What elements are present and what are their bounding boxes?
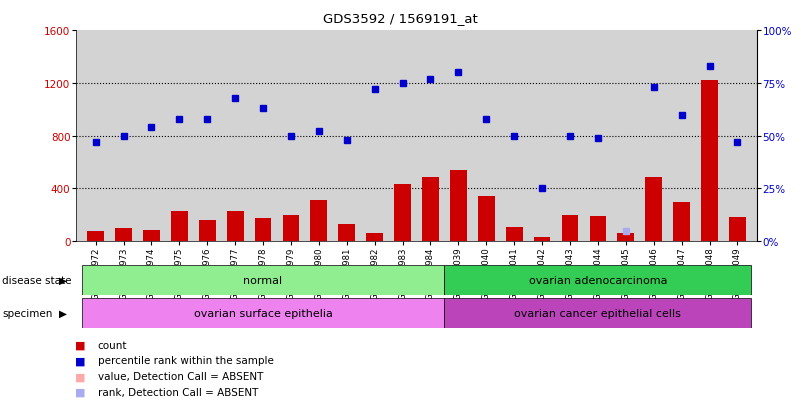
Text: specimen: specimen (2, 309, 53, 318)
Text: ▶: ▶ (58, 275, 66, 285)
Text: ovarian cancer epithelial cells: ovarian cancer epithelial cells (514, 309, 682, 318)
Bar (115, 228, 132, 242)
Text: ■: ■ (74, 387, 86, 397)
Bar (646, 177, 662, 242)
Text: ■: ■ (74, 340, 86, 350)
Bar (445, 299, 751, 328)
Text: GDS3592 / 1569191_at: GDS3592 / 1569191_at (323, 12, 478, 24)
Text: ovarian adenocarcinoma: ovarian adenocarcinoma (529, 275, 667, 285)
Text: disease state: disease state (2, 275, 72, 285)
Bar (478, 197, 495, 242)
Bar (673, 203, 690, 242)
Text: ▶: ▶ (58, 309, 66, 318)
Bar (311, 201, 328, 242)
Bar (394, 185, 411, 242)
Bar (143, 230, 160, 242)
Bar (729, 217, 746, 242)
Bar (701, 81, 718, 242)
Bar (366, 233, 383, 242)
Bar (533, 237, 550, 242)
Bar (338, 225, 355, 242)
Bar (82, 266, 445, 295)
Bar (255, 218, 272, 242)
Bar (450, 171, 467, 242)
Bar (505, 227, 522, 242)
Bar (562, 215, 578, 242)
Bar (445, 266, 751, 295)
Text: percentile rank within the sample: percentile rank within the sample (98, 356, 274, 366)
Bar (422, 177, 439, 242)
Bar (82, 299, 445, 328)
Text: rank, Detection Call = ABSENT: rank, Detection Call = ABSENT (98, 387, 258, 397)
Bar (171, 211, 187, 242)
Text: normal: normal (244, 275, 283, 285)
Bar (590, 216, 606, 242)
Text: ■: ■ (74, 371, 86, 381)
Text: ovarian surface epithelia: ovarian surface epithelia (194, 309, 332, 318)
Bar (283, 216, 300, 242)
Text: count: count (98, 340, 127, 350)
Bar (87, 231, 104, 242)
Text: value, Detection Call = ABSENT: value, Detection Call = ABSENT (98, 371, 263, 381)
Text: ■: ■ (74, 356, 86, 366)
Bar (618, 234, 634, 242)
Bar (199, 221, 215, 242)
Bar (227, 211, 244, 242)
